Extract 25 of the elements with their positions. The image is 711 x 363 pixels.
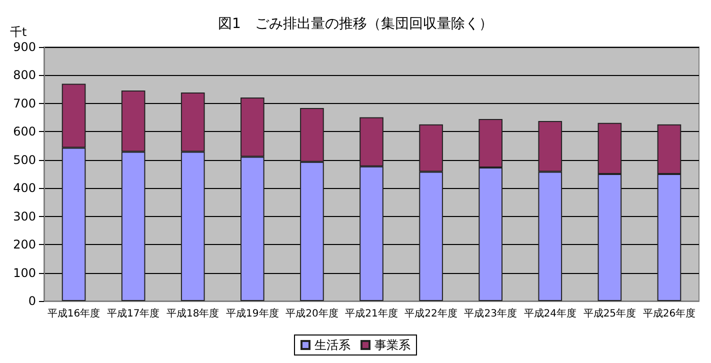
y-tick-label: 600 (13, 124, 36, 139)
y-tick-label: 200 (13, 238, 36, 252)
x-tick-label: 平成19年度 (226, 308, 279, 320)
x-tick-label: 平成25年度 (583, 308, 636, 320)
x-tick-label: 平成17年度 (106, 308, 160, 320)
x-tick-label: 平成23年度 (464, 308, 517, 320)
legend-label: 事業系 (374, 338, 410, 352)
x-tick-label: 平成16年度 (47, 308, 100, 320)
y-tick-label: 800 (13, 68, 36, 82)
y-axis-title: 千t (10, 25, 27, 39)
y-tick-label: 300 (13, 209, 36, 224)
x-tick-label: 平成24年度 (524, 308, 577, 320)
y-tick-label: 700 (13, 96, 36, 110)
y-tick-label: 400 (13, 181, 36, 196)
x-tick-label: 平成22年度 (404, 308, 458, 320)
x-tick-label: 平成21年度 (345, 308, 398, 320)
y-tick-label: 100 (13, 266, 36, 280)
legend-label: 生活系 (314, 338, 350, 352)
y-tick-label: 500 (13, 152, 36, 167)
x-tick-label: 平成20年度 (286, 308, 338, 320)
y-tick-label: 900 (13, 40, 36, 54)
x-tick-label: 平成18年度 (166, 308, 220, 320)
chart-title: 図1 ごみ排出量の推移（集団回収量除く） (218, 16, 493, 32)
x-tick-label: 平成26年度 (642, 308, 696, 320)
y-tick-label: 0 (28, 294, 36, 308)
